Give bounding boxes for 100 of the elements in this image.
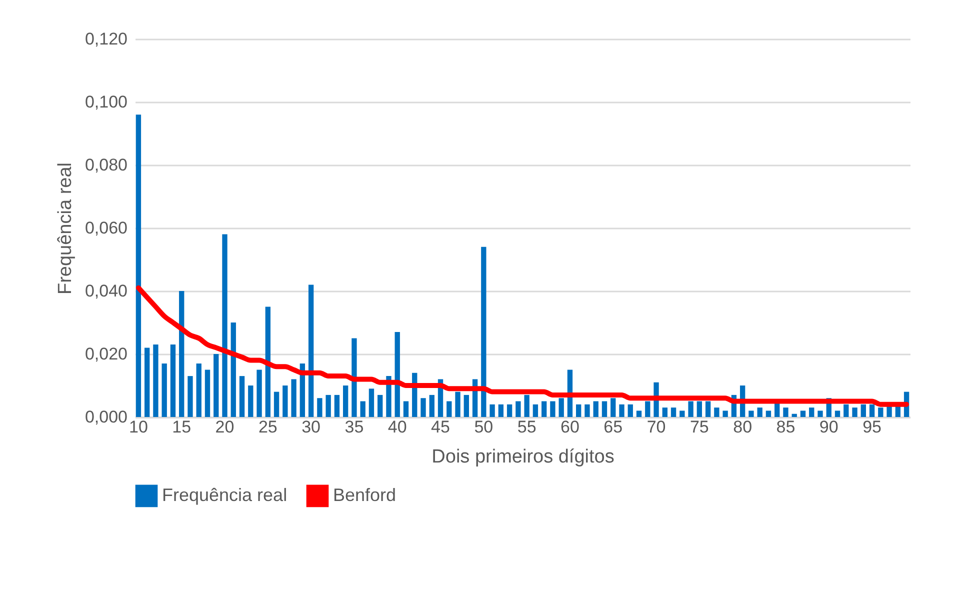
bar	[766, 410, 772, 417]
bar	[204, 370, 210, 417]
bar	[584, 404, 590, 417]
y-tick-label: 0,060	[84, 218, 128, 238]
x-tick-label: 60	[560, 418, 580, 436]
bar	[636, 410, 642, 417]
bar	[360, 401, 366, 417]
bar	[809, 408, 814, 417]
bar	[256, 370, 262, 417]
y-axis-title: Frequência real	[54, 162, 76, 295]
bar	[162, 363, 167, 417]
bar	[662, 408, 668, 417]
bar	[291, 379, 296, 417]
bar	[498, 404, 504, 417]
y-tick-label: 0,000	[84, 408, 128, 426]
bar	[179, 291, 184, 417]
bar	[248, 386, 254, 417]
x-tick-label: 40	[388, 418, 407, 436]
bar	[792, 414, 797, 417]
bar	[230, 322, 236, 417]
bar	[188, 376, 193, 417]
bar	[342, 386, 348, 417]
bar	[878, 408, 884, 417]
y-tick-label: 0,120	[84, 30, 128, 48]
y-tick-label: 0,040	[84, 282, 128, 300]
x-tick-label: 30	[302, 418, 321, 436]
bar	[688, 401, 694, 417]
bar	[403, 401, 409, 417]
bar	[196, 363, 202, 417]
x-tick-label: 70	[646, 418, 666, 436]
bar	[308, 284, 314, 417]
bar	[541, 401, 547, 417]
bar	[144, 348, 150, 417]
bar	[334, 394, 340, 417]
bar	[394, 332, 400, 417]
bar	[800, 410, 806, 417]
bar	[420, 398, 426, 417]
bar	[705, 401, 711, 417]
x-tick-label: 15	[172, 418, 192, 436]
x-tick-label: 50	[474, 418, 494, 436]
bar	[869, 404, 875, 417]
bar	[265, 306, 270, 417]
x-axis-title: Dois primeiros dígitos	[432, 446, 614, 468]
bar	[558, 398, 564, 417]
bar	[464, 394, 469, 417]
bar	[239, 376, 245, 417]
bar	[490, 404, 495, 417]
bar	[516, 401, 521, 417]
bar	[645, 401, 650, 417]
x-tick-label: 45	[431, 418, 450, 436]
bar	[326, 394, 331, 417]
bar	[532, 404, 538, 417]
x-tick-label: 10	[128, 418, 148, 436]
x-tick-label: 25	[258, 418, 278, 436]
x-tick-label: 35	[344, 418, 364, 436]
x-tick-label: 55	[517, 418, 536, 436]
bar	[282, 386, 288, 417]
x-tick-label: 95	[862, 418, 882, 436]
bar	[222, 234, 228, 417]
bar	[136, 114, 142, 417]
bar	[852, 408, 858, 417]
x-tick-label: 90	[819, 418, 838, 436]
bar	[696, 401, 702, 417]
bar	[214, 354, 219, 417]
bar	[576, 404, 582, 417]
bar	[317, 398, 322, 417]
x-tick-label: 20	[215, 418, 234, 436]
bar	[714, 408, 720, 417]
bar	[602, 401, 608, 417]
x-tick-label: 85	[776, 418, 796, 436]
bar	[170, 344, 176, 417]
bar	[274, 392, 280, 417]
bar	[748, 410, 754, 417]
y-tick-label: 0,020	[84, 344, 128, 364]
x-tick-label: 65	[604, 418, 623, 436]
bar	[844, 404, 849, 417]
legend-label: Benford	[333, 484, 396, 505]
bar	[593, 401, 598, 417]
bar	[783, 408, 788, 417]
bar	[446, 401, 452, 417]
x-tick-label: 75	[690, 418, 709, 436]
bar	[757, 408, 762, 417]
bar	[550, 401, 556, 417]
bar	[506, 404, 512, 417]
bar	[481, 246, 486, 417]
bar	[834, 410, 840, 417]
bar	[818, 410, 823, 417]
bar	[153, 344, 158, 417]
bar	[722, 410, 728, 417]
x-tick-label: 80	[733, 418, 752, 436]
bar	[610, 398, 616, 417]
bar	[455, 392, 460, 417]
bar	[860, 404, 866, 417]
bar	[680, 410, 685, 417]
bar	[429, 394, 434, 417]
bar	[378, 394, 383, 417]
bar	[368, 388, 374, 417]
legend-label: Frequência real	[162, 484, 288, 505]
bar	[628, 404, 633, 417]
y-tick-label: 0,100	[84, 92, 128, 112]
